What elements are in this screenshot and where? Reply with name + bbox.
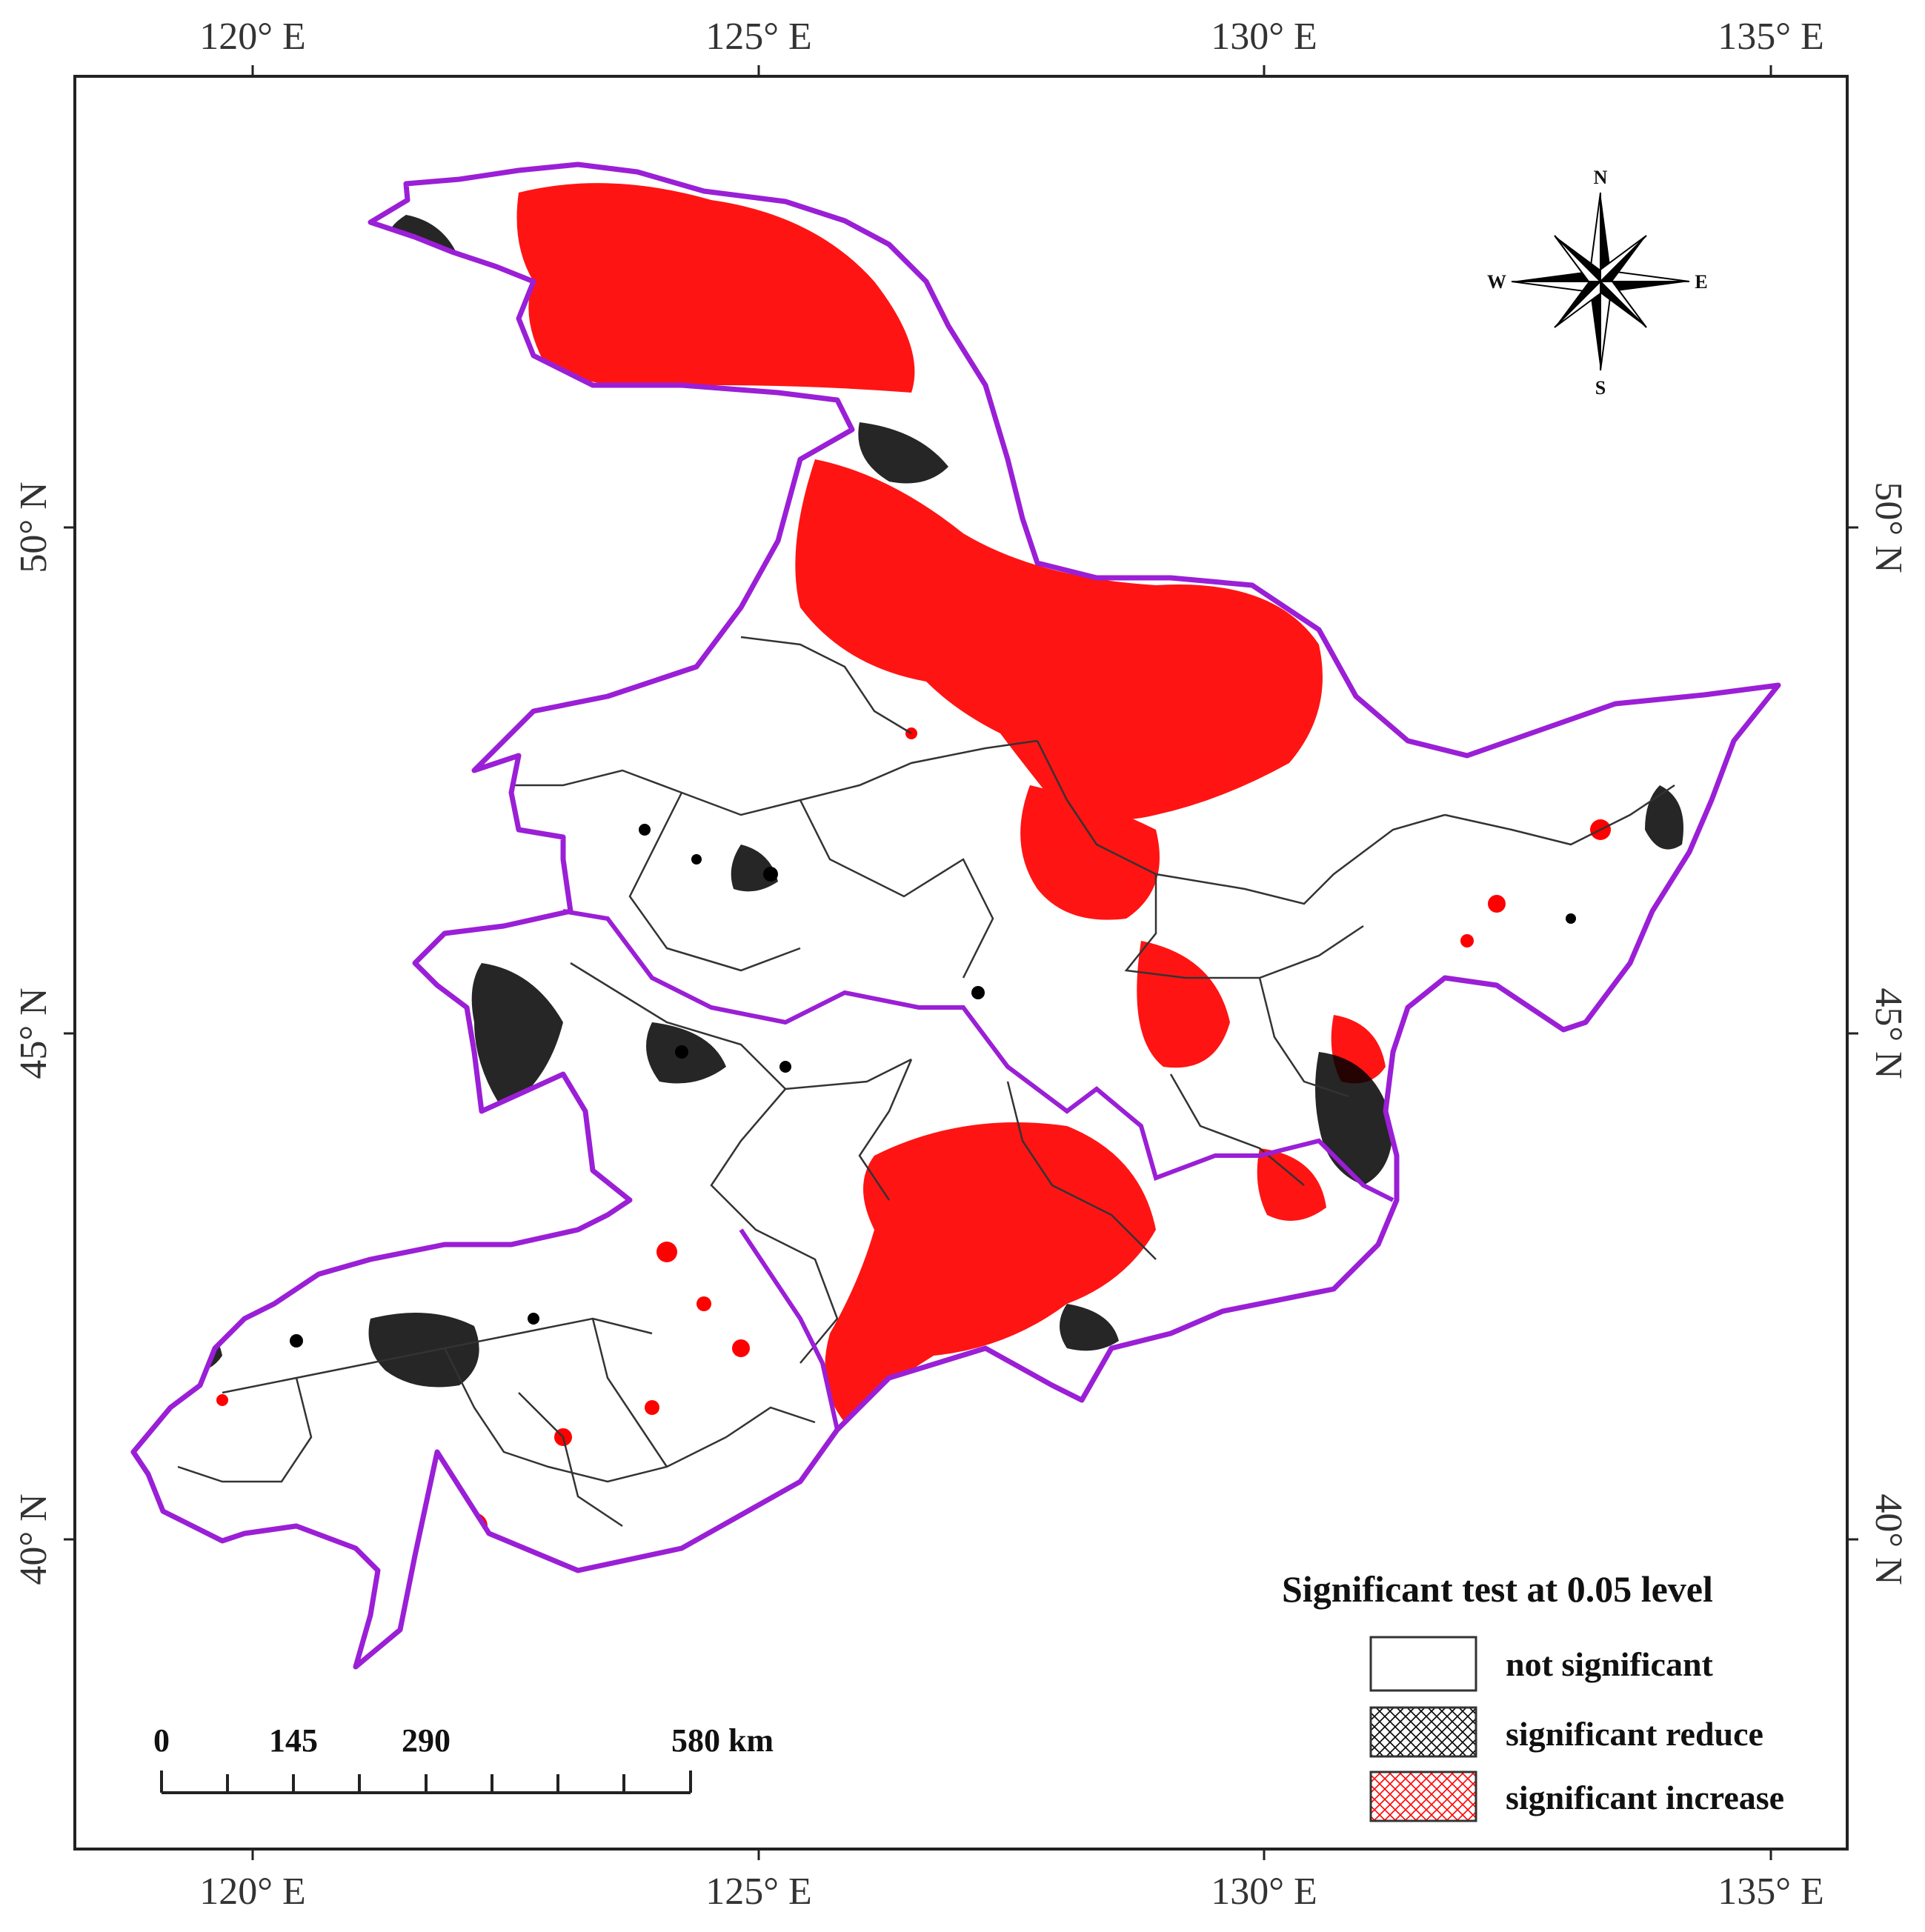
legend-title: Significant test at 0.05 level (1282, 1568, 1713, 1610)
compass-west: W (1487, 271, 1506, 293)
lat-label: 45° N (1867, 987, 1909, 1079)
significant-reduce-areas (170, 215, 1683, 1388)
lon-label: 120° E (199, 16, 306, 58)
scale-label: 0 (153, 1722, 170, 1759)
lon-label: 125° E (705, 16, 812, 58)
compass-north: N (1594, 167, 1608, 188)
graticule-ticks (64, 65, 1858, 1860)
legend-label: significant increase (1506, 1779, 1784, 1816)
significant-increase-areas (516, 183, 1386, 1422)
left-latitude-labels: 50° N 45° N 40° N (13, 482, 55, 1585)
scale-label: 580 km (671, 1722, 774, 1759)
legend-swatch-increase (1369, 1771, 1477, 1822)
legend-label: significant reduce (1506, 1715, 1763, 1753)
province-boundary (562, 909, 1394, 1202)
lon-label: 135° E (1718, 1871, 1824, 1913)
lat-label: 45° N (13, 987, 55, 1079)
scale-label: 145 (269, 1722, 318, 1759)
bottom-longitude-labels: 120° E 125° E 130° E 135° E (199, 1871, 1824, 1913)
north-arrow-icon: N S E W (1487, 167, 1708, 399)
scale-label: 290 (402, 1722, 451, 1759)
compass-east: E (1695, 271, 1707, 293)
lon-label: 120° E (199, 1871, 306, 1913)
lat-label: 50° N (1867, 482, 1909, 573)
lon-label: 130° E (1211, 1871, 1317, 1913)
lat-label: 40° N (1867, 1493, 1909, 1585)
lon-label: 130° E (1211, 16, 1317, 58)
lon-label: 135° E (1718, 16, 1824, 58)
inner-boundaries (177, 636, 1675, 1528)
right-latitude-labels: 50° N 45° N 40° N (1867, 482, 1909, 1585)
scale-bar: 0 145 290 580 km (153, 1722, 774, 1794)
lon-label: 125° E (705, 1871, 812, 1913)
legend: Significant test at 0.05 level not signi… (1282, 1568, 1784, 1822)
legend-label: not significant (1506, 1645, 1714, 1683)
lat-label: 40° N (13, 1493, 55, 1585)
legend-swatch-reduce (1369, 1706, 1477, 1758)
lat-label: 50° N (13, 482, 55, 573)
province-boundary (739, 1228, 840, 1430)
compass-south: S (1595, 377, 1606, 399)
top-longitude-labels: 120° E 125° E 130° E 135° E (199, 16, 1824, 58)
legend-swatch-not-significant (1369, 1636, 1477, 1692)
region-boundary (130, 161, 1781, 1670)
